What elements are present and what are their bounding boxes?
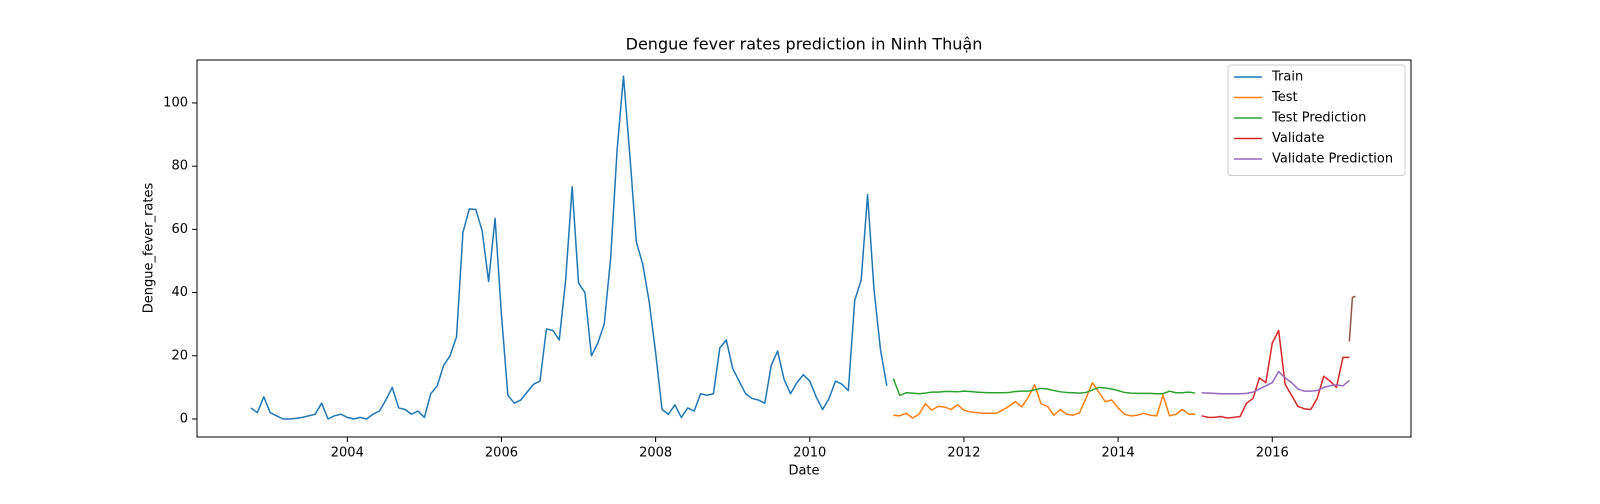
x-tick-label: 2012 [947, 446, 980, 461]
legend: Train Test Test Prediction Validate Validate… [1227, 64, 1406, 176]
x-axis-label: Date [788, 464, 819, 479]
series-line [1201, 370, 1350, 395]
y-tick-label: 0 [180, 411, 188, 426]
legend-label: Validate [1272, 131, 1324, 146]
legend-label: Test Prediction [1271, 111, 1366, 126]
y-tick-label: 80 [171, 159, 188, 174]
y-tick-label: 20 [171, 348, 188, 363]
series-line [1348, 295, 1356, 342]
legend-label: Test [1271, 90, 1298, 105]
legend-label: Validate Prediction [1272, 152, 1393, 167]
legend-label: Train [1271, 70, 1303, 85]
plot-frame [196, 59, 1412, 438]
series-line [250, 75, 888, 420]
series-line [892, 378, 1196, 397]
y-tick-label: 40 [171, 285, 188, 300]
y-axis-label: Dengue_fever_rates [142, 183, 157, 314]
legend-box [1227, 64, 1406, 176]
y-tick-label: 60 [171, 222, 188, 237]
x-tick-label: 2016 [1256, 446, 1289, 461]
x-tick-label: 2010 [793, 446, 826, 461]
series-line [893, 381, 1196, 419]
x-tick-label: 2004 [331, 446, 364, 461]
x-tick-label: 2008 [639, 446, 672, 461]
chart-title: Dengue fever rates prediction in Ninh Th… [626, 35, 983, 54]
series-line [1201, 329, 1350, 419]
x-tick-label: 2006 [485, 446, 518, 461]
y-tick-label: 100 [163, 95, 188, 110]
x-tick-label: 2014 [1102, 446, 1135, 461]
